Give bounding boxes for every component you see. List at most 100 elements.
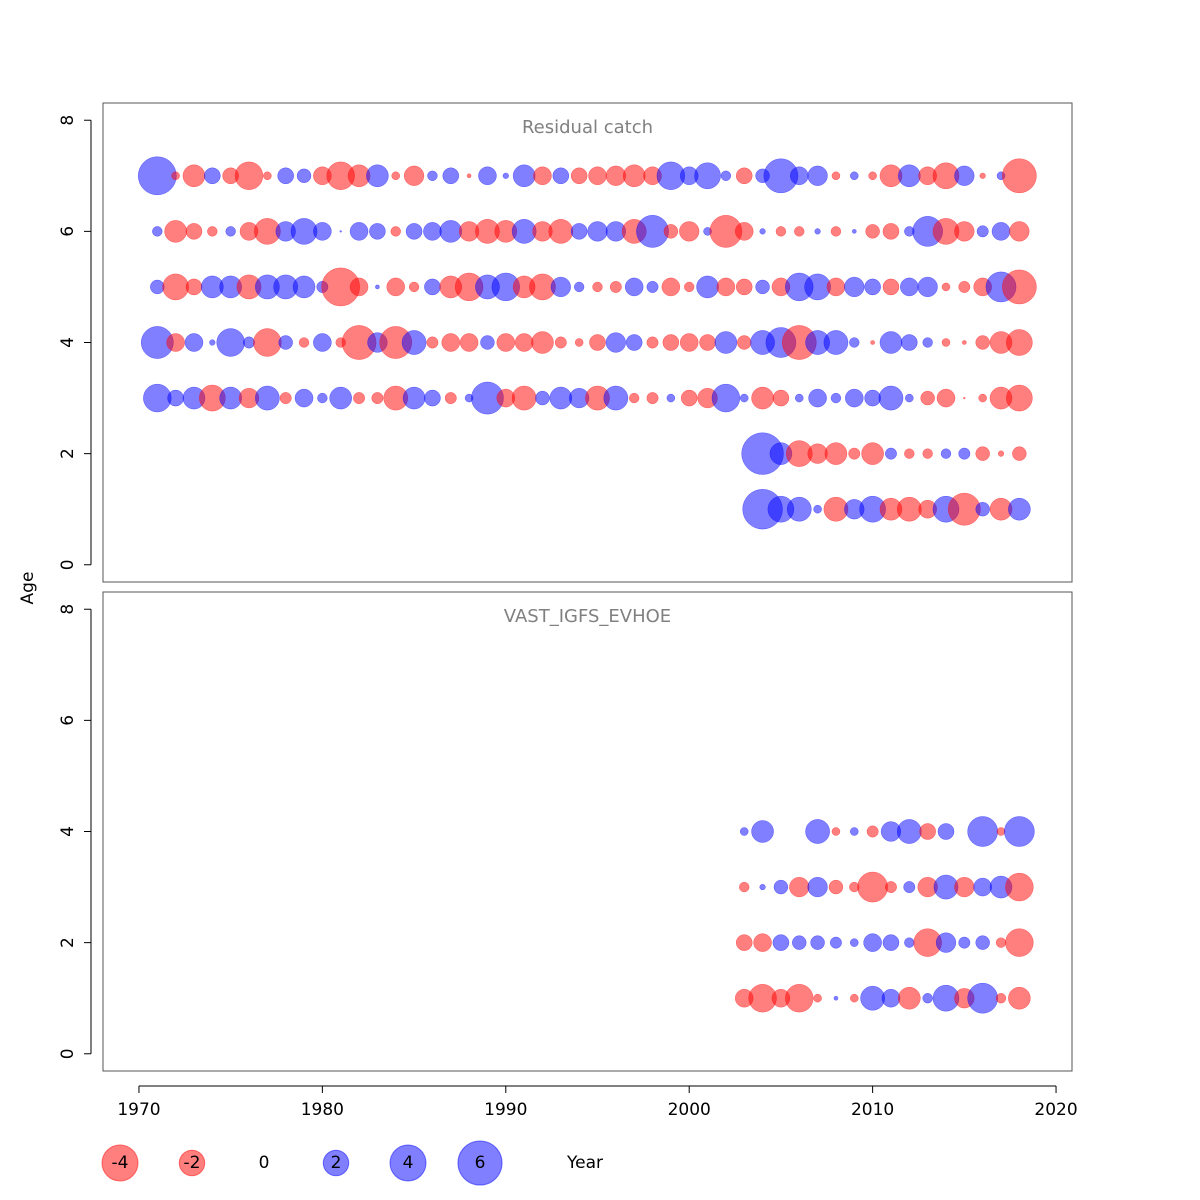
bubble — [716, 277, 736, 297]
legend-label: -4 — [112, 1153, 129, 1173]
bubble — [349, 277, 369, 297]
bubble — [696, 275, 719, 299]
bubble — [917, 276, 938, 298]
bubble — [167, 389, 184, 407]
bubble — [751, 820, 774, 843]
bubble — [511, 385, 537, 411]
x-axis-label: Year — [566, 1153, 603, 1173]
legend-bubble — [322, 1149, 350, 1177]
bubble — [850, 993, 859, 1003]
bubble — [973, 877, 992, 897]
bubble — [629, 392, 640, 404]
bubble — [152, 226, 163, 237]
bubble — [848, 447, 861, 460]
bubble — [570, 223, 588, 240]
bubble — [478, 166, 497, 186]
bubble — [502, 172, 509, 179]
bubble — [824, 442, 848, 465]
bubble — [866, 825, 879, 838]
bubble — [207, 226, 218, 237]
bubble — [755, 279, 770, 295]
bubble — [940, 448, 952, 459]
bubble — [1006, 384, 1033, 412]
bubble — [444, 392, 457, 405]
bubble — [371, 392, 384, 405]
bubble — [255, 385, 280, 411]
bubble — [882, 278, 900, 296]
bubble — [427, 170, 438, 181]
bubble — [975, 335, 990, 350]
bubble — [831, 827, 841, 836]
bubble — [401, 330, 427, 355]
bubble — [1002, 269, 1037, 305]
bubble — [922, 337, 933, 348]
bubble — [864, 389, 881, 407]
bubble — [277, 167, 294, 185]
bubble — [592, 281, 603, 293]
bubble — [737, 335, 752, 350]
bubble — [941, 282, 951, 292]
bubble — [514, 333, 534, 352]
bubble — [852, 229, 857, 234]
bubble — [253, 328, 282, 357]
bubble — [885, 881, 897, 894]
x-tick-label: 1980 — [301, 1100, 344, 1120]
bubble — [976, 225, 989, 238]
bubble — [661, 277, 681, 297]
bubble — [609, 280, 622, 293]
bubble — [1012, 446, 1027, 461]
bubble — [962, 340, 967, 345]
bubble — [735, 278, 753, 296]
bubble — [967, 982, 998, 1014]
bubble — [171, 171, 180, 181]
bubble — [785, 984, 814, 1013]
bubble — [317, 392, 328, 404]
bubble — [570, 167, 588, 185]
bubble — [296, 168, 312, 184]
bubble — [662, 334, 680, 351]
bubble — [573, 281, 585, 293]
bubble — [905, 393, 914, 403]
bubble — [162, 273, 189, 301]
bubble — [735, 934, 753, 951]
bubble — [225, 226, 236, 237]
bubble — [789, 876, 810, 898]
bubble — [864, 278, 881, 296]
bubble — [881, 988, 901, 1008]
bubble — [882, 934, 900, 951]
bubble — [424, 278, 441, 296]
panel-title: VAST_IGFS_EVHOE — [504, 606, 671, 627]
bubble — [759, 228, 766, 235]
bubble — [790, 166, 809, 186]
bubble — [587, 221, 608, 242]
bubble — [735, 167, 753, 185]
bubble — [967, 816, 998, 847]
bubble — [863, 933, 882, 952]
bubble — [605, 165, 626, 186]
bubble — [589, 334, 606, 351]
bubble — [480, 335, 495, 350]
bubble — [369, 223, 386, 240]
bubble — [574, 338, 584, 347]
bubble — [512, 164, 536, 188]
x-tick-label: 2010 — [851, 1100, 894, 1120]
bubble — [900, 277, 919, 297]
bubble — [772, 389, 790, 407]
bubble — [366, 164, 389, 188]
bubble — [831, 171, 841, 181]
bubble — [904, 937, 915, 948]
bubble — [391, 171, 401, 181]
bubble — [937, 823, 955, 840]
bubble — [903, 881, 916, 894]
bubble — [663, 224, 679, 239]
bubble — [375, 284, 380, 290]
bubble — [548, 219, 574, 244]
bubble — [390, 226, 401, 237]
bubble — [426, 336, 439, 349]
bubble — [807, 165, 828, 186]
bubble — [1005, 928, 1034, 957]
bubble — [402, 386, 426, 410]
bubble — [813, 504, 822, 514]
bubble — [975, 935, 990, 950]
